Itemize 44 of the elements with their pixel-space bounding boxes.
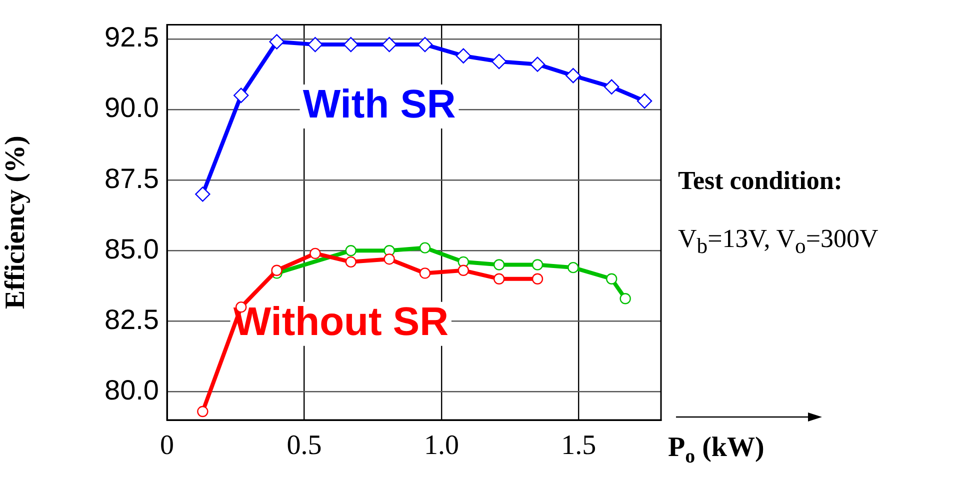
y-tick-label: 80.0 <box>104 374 159 406</box>
point <box>458 264 469 276</box>
point <box>417 36 433 52</box>
point <box>345 245 356 256</box>
point <box>456 48 471 64</box>
y-tick-label: 85.0 <box>104 233 159 264</box>
point <box>530 56 546 72</box>
text: Test condition: <box>678 166 842 196</box>
point <box>566 68 581 84</box>
point <box>310 248 321 260</box>
x-tick-label: 1.5 <box>561 430 596 462</box>
point <box>493 273 505 284</box>
point <box>491 54 507 70</box>
text: V$_{b}$=13V, V$_{o}$=300V <box>678 224 878 260</box>
y-tick-label: 87.5 <box>104 162 159 194</box>
point <box>271 264 282 276</box>
y-tick-label: 82.5 <box>104 304 159 335</box>
point <box>532 259 544 270</box>
point <box>384 253 395 265</box>
x-axis-title: P$_{o}$ (kW) <box>668 432 764 469</box>
x-tick-label: 0.5 <box>286 430 322 462</box>
point <box>620 293 631 304</box>
y-tick-label: 90.0 <box>104 92 159 124</box>
point <box>604 79 620 95</box>
point <box>493 259 505 270</box>
point <box>308 36 323 52</box>
x-tick-label: 1.0 <box>424 430 459 462</box>
point <box>195 186 210 202</box>
point <box>606 273 618 284</box>
y-axis-title: Efficiency (%) <box>0 136 32 310</box>
point <box>636 93 652 109</box>
point <box>345 256 356 268</box>
point <box>419 268 431 279</box>
point <box>269 34 284 50</box>
point <box>382 36 397 52</box>
point <box>197 406 208 418</box>
point <box>234 88 249 103</box>
point <box>343 36 358 52</box>
point <box>568 262 579 274</box>
y-tick-label: 92.5 <box>104 22 159 53</box>
series-label: With SR <box>302 82 456 127</box>
point <box>419 242 431 254</box>
x-tick-label: 0 <box>160 430 174 462</box>
point <box>532 273 544 284</box>
